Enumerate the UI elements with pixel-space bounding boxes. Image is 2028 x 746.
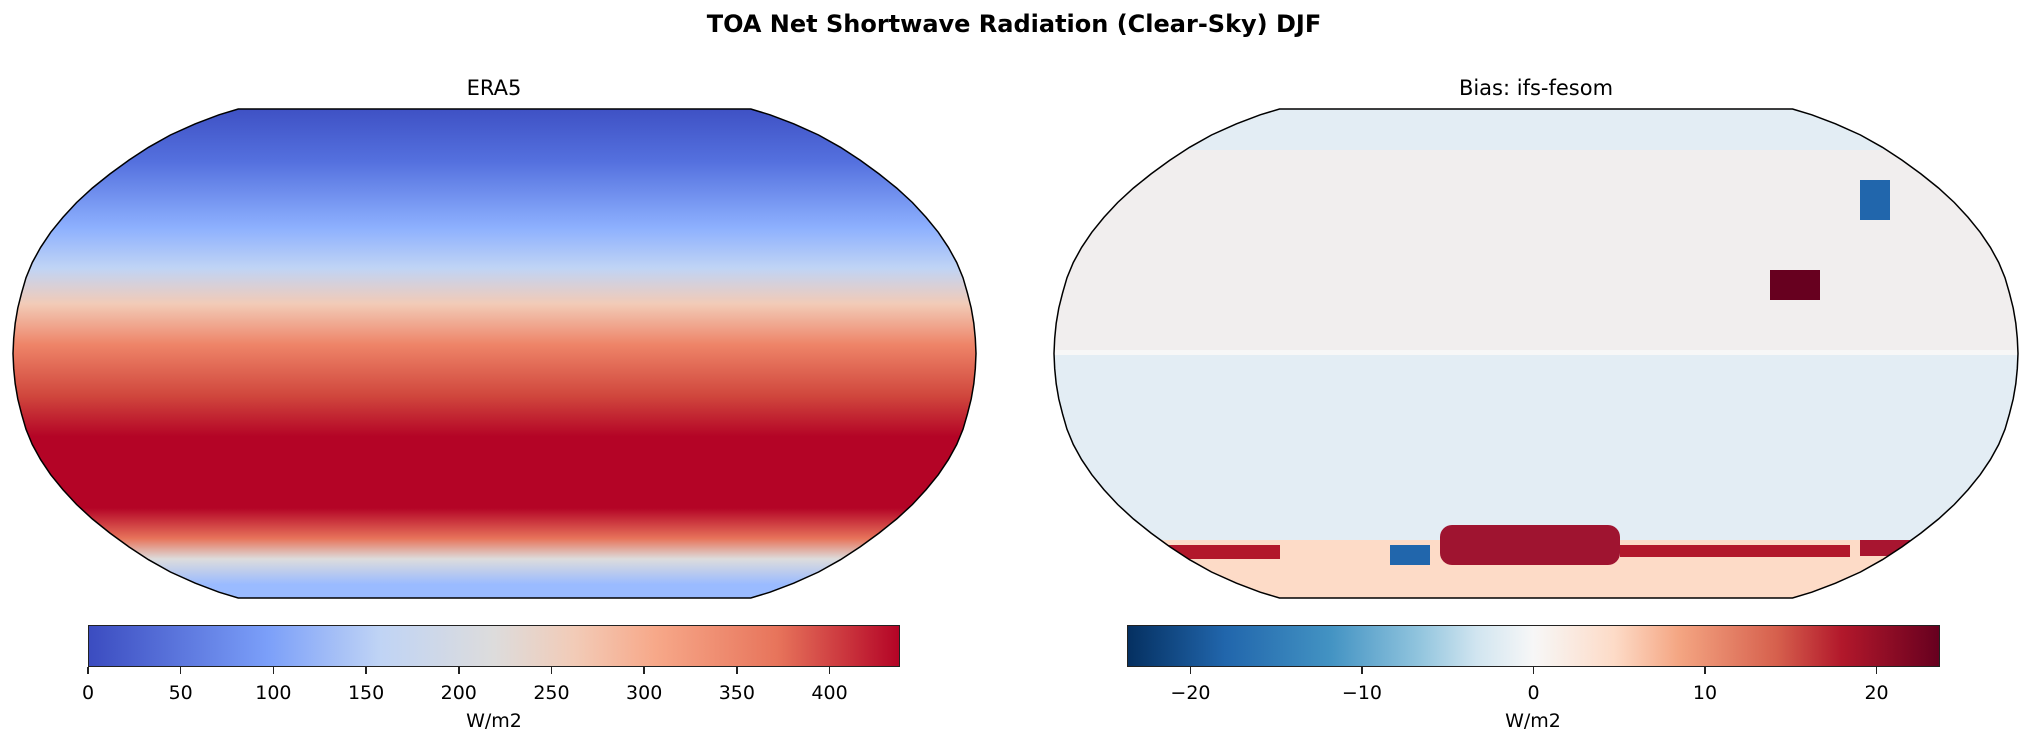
bias-colorbar-label: W/m2 [1505, 710, 1561, 732]
colorbar-tick-mark [458, 667, 460, 674]
colorbar-tick-mark [272, 667, 275, 674]
colorbar-tick-mark [179, 667, 182, 674]
colorbar-tick-mark [87, 667, 89, 674]
colorbar-tick-label: 0 [1527, 682, 1540, 704]
bias-map [1054, 109, 2018, 598]
colorbar-tick-mark [828, 667, 831, 674]
era5-map [13, 109, 976, 598]
colorbar-tick-label: 0 [81, 682, 95, 704]
colorbar-tick-label: 50 [168, 682, 193, 704]
bias-colorbar [1127, 625, 1940, 667]
colorbar-tick-mark [1704, 667, 1706, 674]
bias-map-boundary [1053, 108, 2019, 599]
colorbar-tick-label: 200 [440, 682, 477, 704]
colorbar-tick-label: 300 [626, 682, 663, 704]
colorbar-tick-label: 400 [811, 682, 848, 704]
colorbar-tick-mark [1875, 667, 1878, 674]
colorbar-tick-label: −10 [1341, 682, 1383, 704]
colorbar-tick-mark [1189, 667, 1192, 674]
colorbar-tick-mark [1361, 667, 1363, 674]
colorbar-tick-mark [550, 667, 553, 674]
colorbar-tick-mark [1532, 667, 1535, 674]
bias-panel-title: Bias: ifs-fesom [1458, 76, 1614, 100]
colorbar-tick-label: 150 [347, 682, 385, 704]
era5-panel-title: ERA5 [466, 76, 522, 100]
colorbar-tick-mark [736, 667, 738, 674]
colorbar-tick-label: −20 [1170, 682, 1211, 704]
colorbar-tick-label: 10 [1692, 682, 1718, 704]
colorbar-tick-label: 350 [718, 682, 755, 704]
colorbar-tick-mark [643, 667, 645, 674]
colorbar-tick-mark [365, 667, 367, 674]
colorbar-tick-label: 20 [1864, 682, 1889, 704]
figure-title: TOA Net Shortwave Radiation (Clear-Sky) … [706, 10, 1322, 38]
maps [12, 108, 2019, 599]
colorbar-tick-label: 250 [533, 682, 570, 704]
era5-map-boundary [12, 108, 977, 599]
colorbar-tick-label: 100 [255, 682, 292, 704]
era5-colorbar [88, 625, 900, 667]
era5-colorbar-label: W/m2 [466, 710, 522, 732]
